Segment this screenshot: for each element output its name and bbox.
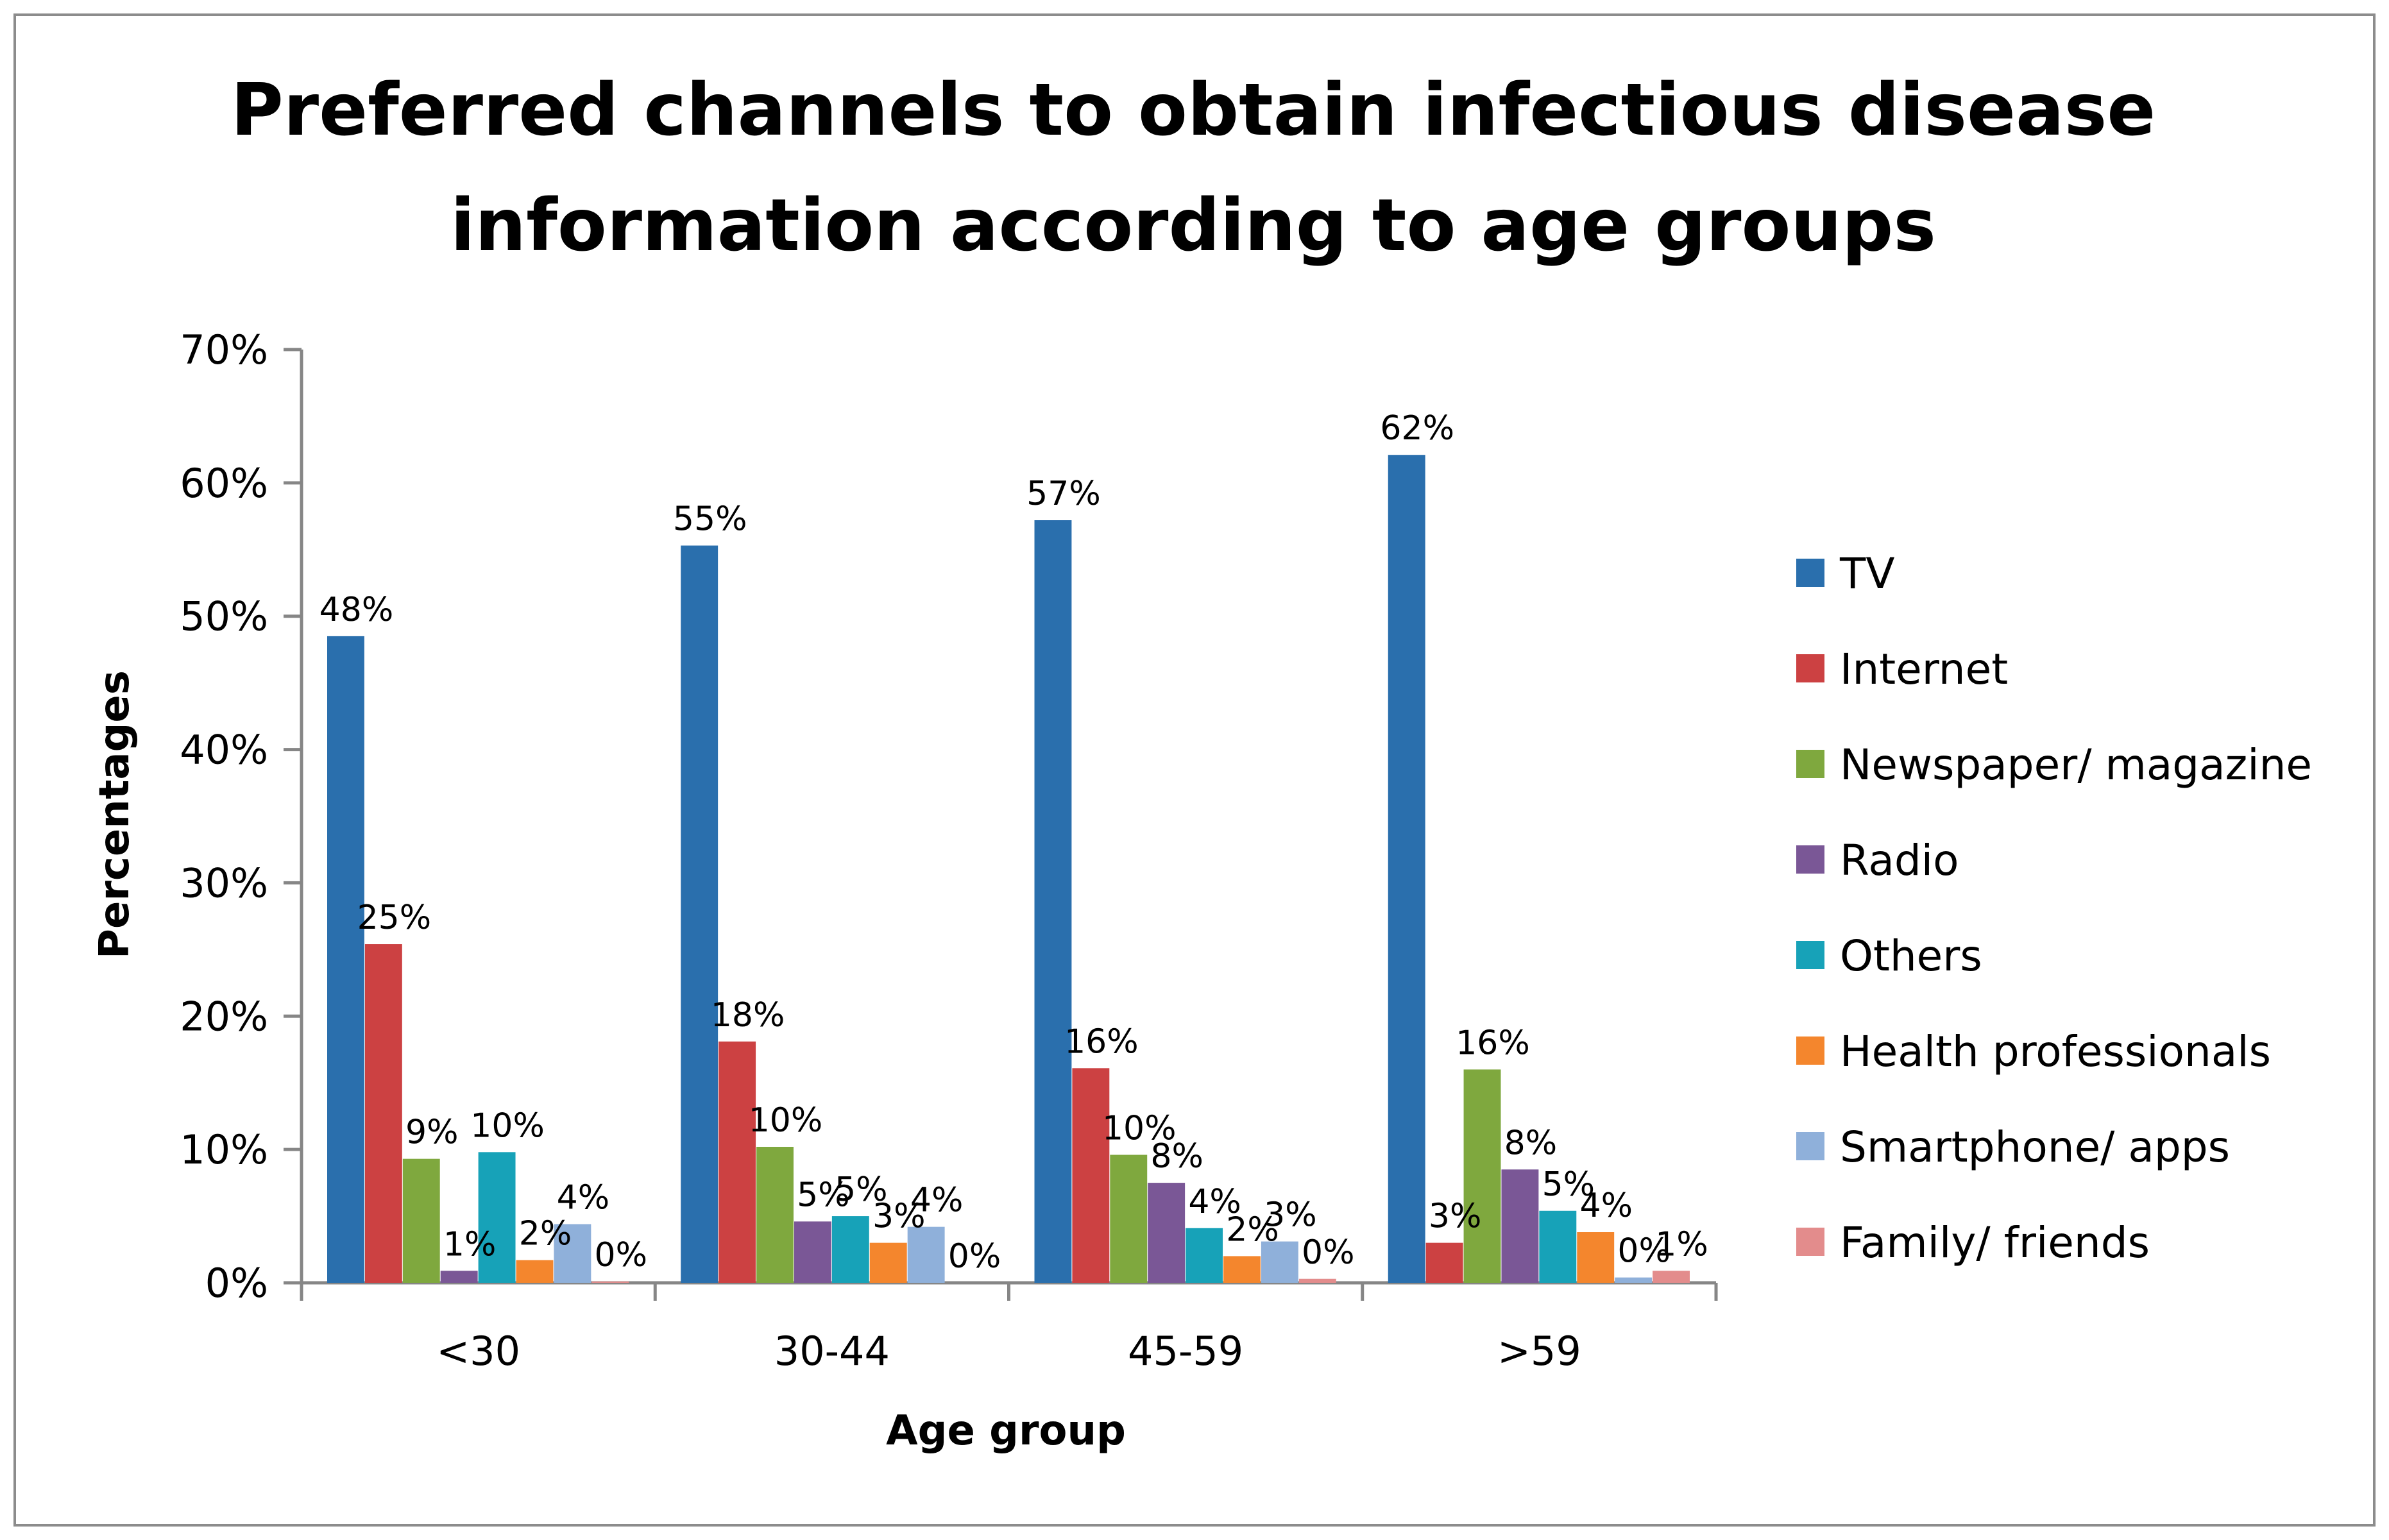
legend-label: Newspaper/ magazine <box>1840 740 2312 790</box>
data-label: 5% <box>835 1171 888 1209</box>
y-axis-title: Percentages <box>91 670 139 959</box>
data-label: 1% <box>1655 1225 1708 1264</box>
bar <box>1223 1256 1261 1283</box>
bar <box>1463 1069 1501 1283</box>
bar <box>1110 1155 1148 1283</box>
x-tick-label: 30-44 <box>774 1328 890 1375</box>
data-label: 16% <box>1456 1024 1530 1062</box>
data-label: 16% <box>1064 1022 1139 1061</box>
bar <box>1261 1241 1298 1283</box>
bar <box>402 1158 440 1283</box>
bar <box>1577 1232 1615 1283</box>
data-label: 4% <box>1579 1187 1633 1225</box>
bar <box>1615 1277 1653 1283</box>
legend-swatch <box>1796 941 1824 969</box>
bar <box>1298 1278 1336 1283</box>
x-tick-label: >59 <box>1497 1328 1581 1375</box>
data-label: 25% <box>357 899 432 937</box>
chart-title-line-2: information according to age groups <box>450 184 1936 267</box>
y-tick-label: 40% <box>180 727 268 774</box>
legend-swatch <box>1796 559 1824 587</box>
legend-label: Smartphone/ apps <box>1840 1122 2230 1172</box>
data-label: 10% <box>470 1106 545 1145</box>
bars <box>327 455 1690 1283</box>
x-tick-label: <30 <box>436 1328 520 1375</box>
bar <box>1186 1228 1223 1283</box>
legend-label: Family/ friends <box>1840 1218 2150 1267</box>
bar <box>1501 1169 1539 1283</box>
bar <box>1034 520 1072 1283</box>
legend-label: TV <box>1839 549 1894 598</box>
data-label: 3% <box>872 1197 926 1236</box>
y-tick-label: 50% <box>180 593 268 640</box>
bar <box>681 545 718 1283</box>
legend: TV Internet Newspaper/ magazine Radio Others… <box>1796 549 2312 1267</box>
bar <box>327 636 364 1283</box>
data-label: 0% <box>595 1236 648 1274</box>
bar <box>1072 1068 1110 1283</box>
bar <box>718 1041 756 1283</box>
bar <box>1539 1210 1577 1283</box>
data-label: 57% <box>1026 475 1101 513</box>
legend-label: Others <box>1840 931 1982 981</box>
data-label: 5% <box>797 1176 850 1214</box>
legend-swatch <box>1796 654 1824 682</box>
bar <box>1148 1183 1186 1283</box>
data-label: 2% <box>1226 1210 1279 1249</box>
data-label: 4% <box>910 1181 964 1220</box>
bar <box>1653 1271 1690 1283</box>
data-label: 48% <box>319 591 394 629</box>
data-label: 1% <box>443 1225 497 1264</box>
bar <box>478 1152 516 1283</box>
data-label: 0% <box>1617 1232 1671 1271</box>
data-label: 55% <box>673 500 747 539</box>
data-labels: 48%55%57%62%25%18%16%3%9% 10% 10%16%1%5%8%… <box>319 409 1708 1276</box>
bar <box>907 1226 945 1283</box>
bar <box>554 1224 591 1283</box>
y-tick-label: 20% <box>180 993 268 1040</box>
data-label: 18% <box>711 996 785 1035</box>
y-tick-label: 0% <box>205 1260 268 1307</box>
data-label: 4% <box>1188 1183 1241 1221</box>
bar <box>364 944 402 1283</box>
data-label: 4% <box>557 1179 610 1217</box>
data-label: 10% <box>1102 1109 1177 1147</box>
data-label: 5% <box>1542 1165 1595 1204</box>
data-label: 3% <box>1264 1196 1317 1235</box>
data-label: 8% <box>1150 1137 1203 1176</box>
y-tick-label: 10% <box>180 1126 268 1173</box>
legend-label: Health professionals <box>1840 1027 2271 1076</box>
bar <box>869 1242 907 1283</box>
legend-swatch <box>1796 845 1824 874</box>
y-tick-label: 30% <box>180 859 268 906</box>
bar <box>440 1271 478 1283</box>
data-label: 3% <box>1429 1197 1482 1236</box>
data-label: 0% <box>1302 1233 1355 1272</box>
x-tick-label: 45-59 <box>1128 1328 1243 1375</box>
legend-swatch <box>1796 1037 1824 1065</box>
bar <box>794 1221 831 1283</box>
data-label: 10% <box>749 1101 823 1140</box>
bar <box>831 1216 869 1283</box>
data-label: 8% <box>1504 1124 1558 1162</box>
bar <box>516 1260 554 1283</box>
y-tick-label: 60% <box>180 460 268 507</box>
y-tick-label: 70% <box>180 326 268 373</box>
data-label: 9% <box>405 1113 459 1152</box>
bar <box>1388 455 1425 1283</box>
data-label: 2% <box>519 1215 572 1253</box>
chart-title-line-1: Preferred channels to obtain infectious … <box>231 69 2155 152</box>
legend-swatch <box>1796 1228 1824 1256</box>
legend-swatch <box>1796 1132 1824 1160</box>
bar <box>1425 1242 1463 1283</box>
legend-label: Internet <box>1840 645 2008 694</box>
data-label: 0% <box>948 1237 1001 1276</box>
data-label: 62% <box>1380 409 1454 448</box>
legend-label: Radio <box>1840 836 1959 885</box>
legend-swatch <box>1796 750 1824 778</box>
bar <box>591 1281 629 1283</box>
x-axis-title: Age group <box>886 1407 1126 1455</box>
bar <box>756 1146 794 1283</box>
